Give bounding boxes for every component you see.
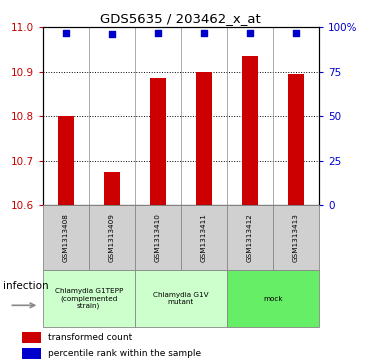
Text: transformed count: transformed count [48, 333, 132, 342]
Bar [150, 78, 166, 205]
Point [155, 30, 161, 36]
Bar [242, 56, 258, 205]
Bar [104, 172, 120, 205]
Bar [89, 205, 135, 270]
Text: GSM1313410: GSM1313410 [155, 213, 161, 262]
Bar [58, 116, 74, 205]
Bar [135, 205, 181, 270]
Bar [196, 72, 212, 205]
Point [293, 30, 299, 36]
Text: GSM1313411: GSM1313411 [201, 213, 207, 262]
Text: GSM1313412: GSM1313412 [247, 213, 253, 262]
Point [109, 32, 115, 37]
Point [201, 30, 207, 36]
Bar [227, 205, 273, 270]
Bar [43, 270, 135, 327]
Text: Chlamydia G1TEPP
(complemented
strain): Chlamydia G1TEPP (complemented strain) [55, 288, 123, 309]
Bar [273, 205, 319, 270]
Text: infection: infection [3, 281, 49, 291]
Text: Chlamydia G1V
mutant: Chlamydia G1V mutant [153, 292, 209, 305]
Point [247, 30, 253, 36]
Bar [288, 74, 304, 205]
Point [63, 30, 69, 36]
Title: GDS5635 / 203462_x_at: GDS5635 / 203462_x_at [101, 12, 261, 25]
Bar [181, 205, 227, 270]
Bar [227, 270, 319, 327]
Text: percentile rank within the sample: percentile rank within the sample [48, 350, 201, 358]
Text: GSM1313408: GSM1313408 [63, 213, 69, 262]
Text: mock: mock [263, 295, 283, 302]
Bar [43, 205, 89, 270]
Bar [22, 348, 41, 359]
Bar [135, 270, 227, 327]
Text: GSM1313409: GSM1313409 [109, 213, 115, 262]
Bar [22, 332, 41, 343]
Text: GSM1313413: GSM1313413 [293, 213, 299, 262]
